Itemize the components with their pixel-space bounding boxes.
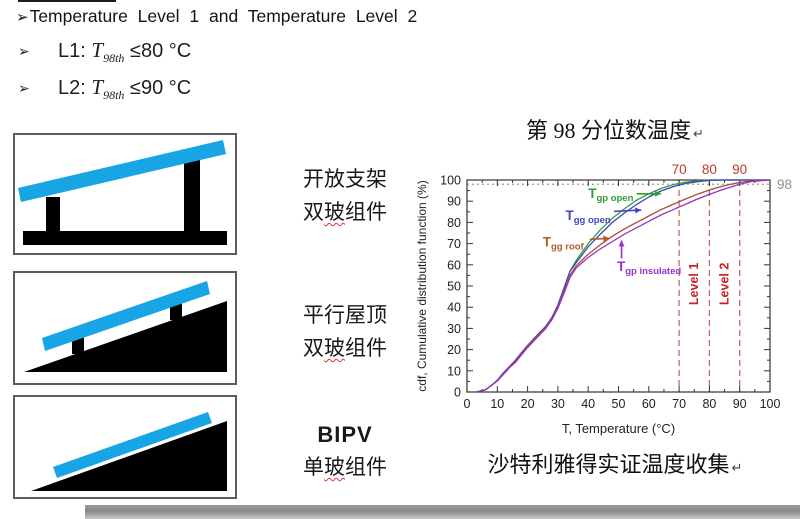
y-tick-label: 90 <box>447 195 461 209</box>
cdf-chart: 98 70 80 90 Level 1 Level 2 0 10 20 30 40 50 60 70 80 9… <box>415 162 792 436</box>
caption-line2: 单玻组件 <box>303 455 387 479</box>
series-T_gp-insulated <box>475 179 771 393</box>
parallel-roof-caption: 平行屋顶 双玻组件 <box>268 299 422 365</box>
y-tick-label: 20 <box>447 343 461 357</box>
open-rack-caption: 开放支架 双玻组件 <box>268 163 422 229</box>
y-tick-label: 50 <box>447 280 461 294</box>
y-tick-label: 60 <box>447 258 461 272</box>
annotation-gg-open: Tgg open <box>565 208 610 226</box>
x-tick-label: 0 <box>464 397 471 411</box>
y-tick-label: 10 <box>447 364 461 378</box>
lte-operator: ≤ <box>129 77 141 99</box>
x-tick-label: 20 <box>521 397 535 411</box>
x-tick-label: 90 <box>733 397 747 411</box>
temperature-symbol: T <box>91 75 104 99</box>
spellcheck-wavy-underline: 玻 <box>324 455 345 479</box>
bullet-l2: ➢ L2: T98th ≤90 °C <box>18 75 191 103</box>
x-tick-label: 30 <box>551 397 565 411</box>
x-tick-label: 100 <box>760 397 781 411</box>
bipv-caption: BIPV 单玻组件 <box>268 418 422 484</box>
spellcheck-wavy-underline: 玻 <box>324 336 345 360</box>
annotation-arrowhead <box>635 207 642 214</box>
l1-threshold-value: 80 <box>140 40 164 62</box>
parallel-roof-figure <box>13 271 237 385</box>
caption-line1: BIPV <box>317 422 373 447</box>
temperature-symbol: T <box>91 38 104 62</box>
ref-label-70: 70 <box>672 162 687 177</box>
chart-title: 第 98 分位数温度 ↵ <box>526 118 704 143</box>
arrow-bullet-icon: ➢ <box>18 80 30 96</box>
standoff-right <box>170 303 182 320</box>
x-tick-label: 40 <box>581 397 595 411</box>
ref-label-90: 90 <box>732 162 747 177</box>
open-rack-diagram <box>18 140 227 245</box>
roof-slope <box>31 421 227 491</box>
y-tick-label: 30 <box>447 322 461 336</box>
x-tick-label: 70 <box>672 397 686 411</box>
y-tick-label: 70 <box>447 237 461 251</box>
unit-celsius: °C <box>168 40 192 62</box>
annotation-arrowhead <box>603 235 610 242</box>
bipv-diagram <box>31 412 227 491</box>
level-label: Level 1 <box>687 263 701 305</box>
y-tick-label: 80 <box>447 216 461 230</box>
percentile-subscript: 98th <box>103 88 125 102</box>
page-title: ➢Temperature Level 1 and Temperature Lev… <box>16 6 417 27</box>
y-tick-label: 100 <box>440 174 461 188</box>
cropped-text-remnant <box>18 0 116 2</box>
short-post <box>46 197 60 232</box>
l2-label: L2: <box>58 77 86 99</box>
x-tick-label: 50 <box>612 397 626 411</box>
level-label: Level 2 <box>718 263 732 305</box>
annotation-gp-open: Tgp open <box>588 186 633 204</box>
bipv-figure <box>13 395 237 499</box>
ref-label-80: 80 <box>702 162 717 177</box>
footer-bar <box>85 505 800 519</box>
pv-panel <box>42 281 210 351</box>
percentile-98-label: 98 <box>777 177 792 192</box>
y-axis-label: cdf, Cumulative distribution function (%… <box>415 180 429 391</box>
caption-line2: 双玻组件 <box>303 336 387 360</box>
arrow-bullet-icon: ➢ <box>18 43 30 59</box>
x-axis-label: T, Temperature (°C) <box>562 421 675 436</box>
bullet-l1: ➢ L1: T98th ≤80 °C <box>18 38 191 66</box>
open-rack-figure <box>13 133 237 255</box>
pv-panel <box>18 140 226 202</box>
arrow-bullet-icon: ➢ <box>16 9 29 26</box>
y-tick-label: 0 <box>454 386 461 400</box>
percentile-subscript: 98th <box>103 51 125 65</box>
caption-line1: 开放支架 <box>303 167 387 191</box>
annotation-arrowhead <box>618 240 625 247</box>
y-tick-label: 40 <box>447 301 461 315</box>
annotation-arrowhead <box>654 190 661 197</box>
pv-panel <box>53 412 212 478</box>
annotation-gg-roof: Tgg roof <box>543 235 585 253</box>
ground-bar <box>23 231 227 245</box>
lte-operator: ≤ <box>129 40 141 62</box>
unit-celsius: °C <box>168 77 192 99</box>
x-tick-label: 80 <box>702 397 716 411</box>
chart-caption: 沙特利雅得实证温度收集 ↵ <box>487 452 743 477</box>
spellcheck-wavy-underline: 玻 <box>324 200 345 224</box>
annotation-gp-insulated: Tgp insulated <box>617 259 681 277</box>
caption-line1: 平行屋顶 <box>303 303 387 327</box>
x-tick-label: 10 <box>490 397 504 411</box>
standoff-left <box>72 337 84 354</box>
tall-post <box>184 159 200 232</box>
parallel-roof-diagram <box>24 281 227 372</box>
page-title-text: Temperature Level 1 and Temperature Leve… <box>29 6 418 26</box>
l1-label: L1: <box>58 40 86 62</box>
caption-line2: 双玻组件 <box>303 200 387 224</box>
x-tick-label: 60 <box>642 397 656 411</box>
return-mark: ↵ <box>693 126 704 141</box>
return-mark: ↵ <box>731 460 743 475</box>
l2-threshold-value: 90 <box>140 77 164 99</box>
